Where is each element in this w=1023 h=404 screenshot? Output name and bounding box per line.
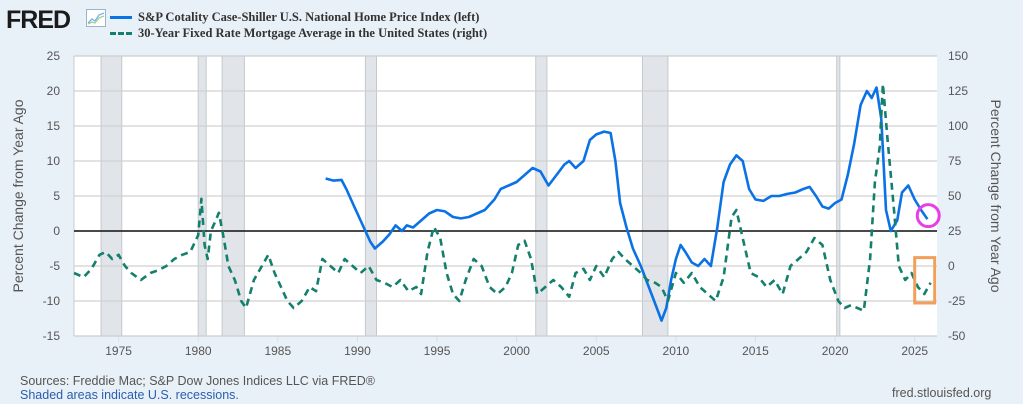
x-tick-label: 2015 bbox=[742, 344, 769, 358]
x-tick-label: 1980 bbox=[185, 344, 212, 358]
y-tick-left: -10 bbox=[43, 294, 61, 308]
y-tick-right: -50 bbox=[948, 329, 966, 343]
x-tick-label: 1985 bbox=[264, 344, 291, 358]
legend-swatch-solid bbox=[110, 15, 132, 19]
y-tick-right: 50 bbox=[948, 189, 962, 203]
y-tick-right: 100 bbox=[948, 119, 968, 133]
legend-item-home-price[interactable]: S&P Cotality Case-Shiller U.S. National … bbox=[110, 10, 479, 25]
x-tick-label: 2000 bbox=[503, 344, 530, 358]
y-tick-left: -5 bbox=[49, 259, 60, 273]
line-chart-icon bbox=[86, 9, 106, 27]
y-tick-left: 10 bbox=[47, 154, 61, 168]
y-axis-right-title: Percent Change from Year Ago bbox=[988, 99, 1004, 292]
y-tick-left: -15 bbox=[43, 329, 61, 343]
legend-item-mortgage-rate[interactable]: 30-Year Fixed Rate Mortgage Average in t… bbox=[110, 26, 487, 41]
y-tick-right: 25 bbox=[948, 224, 962, 238]
legend-label: 30-Year Fixed Rate Mortgage Average in t… bbox=[138, 26, 488, 40]
x-tick-label: 1990 bbox=[344, 344, 371, 358]
series-line-mortgage-rate bbox=[73, 82, 932, 313]
highlight-rectangle bbox=[913, 256, 937, 305]
y-tick-left: 25 bbox=[47, 49, 61, 63]
recession-shading-link[interactable]: Shaded areas indicate U.S. recessions. bbox=[20, 388, 239, 402]
y-tick-right: -25 bbox=[948, 294, 966, 308]
y-tick-left: 0 bbox=[53, 224, 60, 238]
y-tick-left: 15 bbox=[47, 119, 61, 133]
x-tick-label: 2005 bbox=[583, 344, 610, 358]
sources-note: Sources: Freddie Mac; S&P Dow Jones Indi… bbox=[20, 374, 375, 388]
y-tick-right: 75 bbox=[948, 154, 962, 168]
y-axis-left-title: Percent Change from Year Ago bbox=[10, 99, 26, 292]
x-tick-label: 2010 bbox=[663, 344, 690, 358]
y-tick-left: 5 bbox=[53, 189, 60, 203]
series-line-home-price-index bbox=[325, 86, 929, 322]
legend-label: S&P Cotality Case-Shiller U.S. National … bbox=[138, 10, 480, 24]
y-tick-right: 0 bbox=[948, 259, 955, 273]
fred-logo[interactable]: FRED bbox=[6, 6, 71, 34]
legend-swatch-dashed bbox=[110, 31, 132, 35]
highlight-circle bbox=[915, 203, 941, 229]
y-tick-right: 150 bbox=[948, 49, 968, 63]
chart: -15-10-50510152025-50-250255075100125150… bbox=[10, 49, 1004, 358]
x-tick-label: 2020 bbox=[822, 344, 849, 358]
y-tick-right: 125 bbox=[948, 84, 968, 98]
x-tick-label: 2025 bbox=[901, 344, 928, 358]
y-tick-left: 20 bbox=[47, 84, 61, 98]
x-tick-label: 1995 bbox=[424, 344, 451, 358]
site-link[interactable]: fred.stlouisfed.org bbox=[892, 386, 992, 400]
x-tick-label: 1975 bbox=[105, 344, 132, 358]
